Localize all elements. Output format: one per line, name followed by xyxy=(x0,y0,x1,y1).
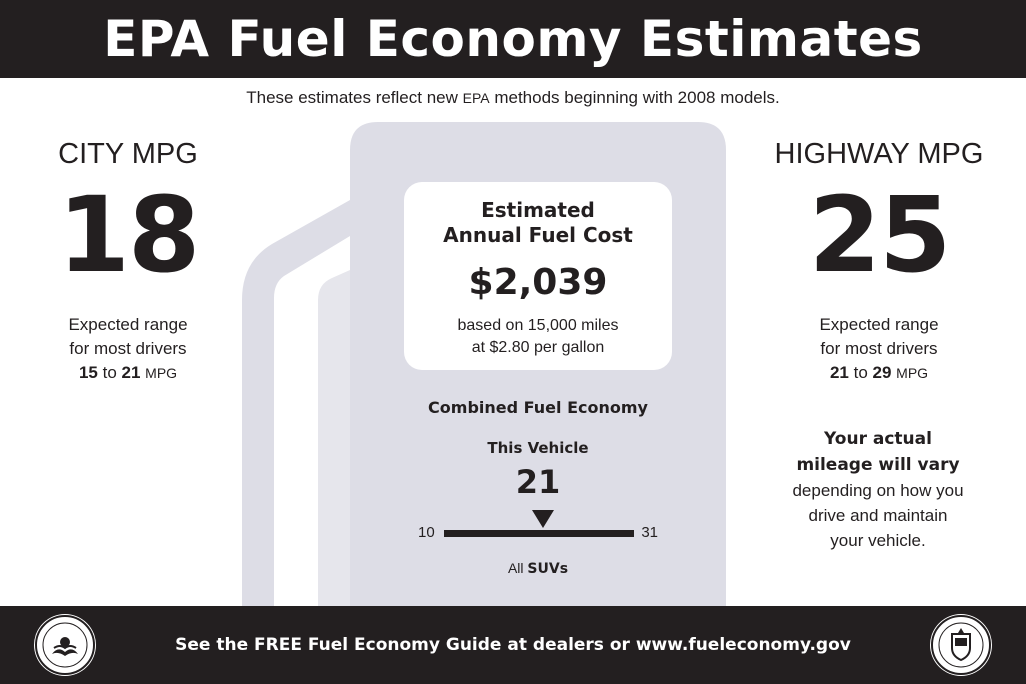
annual-cost-value: $2,039 xyxy=(468,262,608,303)
annual-cost-title-line1: Estimated xyxy=(481,198,595,222)
annual-cost-basis-line2: at $2.80 per gallon xyxy=(471,339,605,356)
header-bar: EPA Fuel Economy Estimates xyxy=(0,0,1026,78)
note-bold-line1: Your actual xyxy=(824,429,932,449)
highway-mpg-label: HIGHWAY MPG xyxy=(774,138,984,170)
combined-value: 21 xyxy=(515,463,561,501)
city-range-low: 15 xyxy=(78,363,98,382)
highway-range-values: 21 to 29 MPG xyxy=(756,361,1002,385)
label-subtitle: These estimates reflect new EPA methods … xyxy=(0,88,1026,108)
note-bold-line2: mileage will vary xyxy=(796,455,960,475)
label-title: EPA Fuel Economy Estimates xyxy=(103,10,923,68)
highway-range: Expected range for most drivers 21 to 29… xyxy=(756,313,1002,385)
city-range-values: 15 to 21 MPG xyxy=(20,361,236,385)
highway-range-line2: for most drivers xyxy=(820,339,938,358)
footer-text: See the FREE Fuel Economy Guide at deale… xyxy=(175,635,851,655)
scale-bar xyxy=(444,530,634,537)
subtitle-epa: EPA xyxy=(462,90,490,106)
highway-range-high: 29 xyxy=(872,363,892,382)
footer-bar: See the FREE Fuel Economy Guide at deale… xyxy=(0,606,1026,684)
city-range: Expected range for most drivers 15 to 21… xyxy=(20,313,236,385)
epa-seal-icon xyxy=(34,614,96,676)
annual-cost-title: Estimated Annual Fuel Cost xyxy=(404,198,672,248)
city-range-line2: for most drivers xyxy=(69,339,187,358)
doe-seal-icon xyxy=(930,614,992,676)
subtitle-text-before: These estimates reflect new xyxy=(246,88,463,107)
vehicle-class-label: All SUVs xyxy=(412,560,664,577)
vehicle-class-name: SUVs xyxy=(527,561,569,577)
this-vehicle-label: This Vehicle xyxy=(487,439,589,457)
city-range-high: 21 xyxy=(121,363,141,382)
mileage-note: Your actual mileage will vary depending … xyxy=(760,426,996,553)
city-mpg-value: 18 xyxy=(57,174,201,296)
highway-mpg-value: 25 xyxy=(808,174,952,296)
scale-pointer-icon xyxy=(532,510,554,528)
annual-cost-box: Estimated Annual Fuel Cost $2,039 based … xyxy=(404,182,672,370)
highway-range-line1: Expected range xyxy=(819,315,939,334)
vehicle-class-prefix: All xyxy=(507,560,528,576)
annual-cost-basis: based on 15,000 miles at $2.80 per gallo… xyxy=(404,315,672,359)
city-mpg-label: CITY MPG xyxy=(58,138,198,170)
combined-title: Combined Fuel Economy xyxy=(428,398,648,417)
highway-range-unit: MPG xyxy=(896,365,929,381)
annual-cost-basis-line1: based on 15,000 miles xyxy=(457,317,619,334)
highway-range-to: to xyxy=(853,363,868,382)
scale-min-label: 10 xyxy=(418,524,435,541)
city-range-line1: Expected range xyxy=(68,315,188,334)
highway-range-low: 21 xyxy=(829,363,849,382)
city-range-unit: MPG xyxy=(145,365,178,381)
city-column: CITY MPG 18 Expected range for most driv… xyxy=(20,138,236,385)
combined-scale: 10 31 xyxy=(412,510,664,550)
annual-cost-title-line2: Annual Fuel Cost xyxy=(443,223,633,247)
combined-section: Combined Fuel Economy This Vehicle 21 xyxy=(400,398,676,501)
city-range-to: to xyxy=(102,363,117,382)
subtitle-text-after: methods beginning with 2008 models. xyxy=(489,88,780,107)
note-line3: depending on how you xyxy=(792,481,964,500)
scale-max-label: 31 xyxy=(641,524,658,541)
note-line4: drive and maintain xyxy=(808,506,948,525)
highway-column: HIGHWAY MPG 25 Expected range for most d… xyxy=(756,138,1002,385)
note-line5: your vehicle. xyxy=(830,531,926,550)
